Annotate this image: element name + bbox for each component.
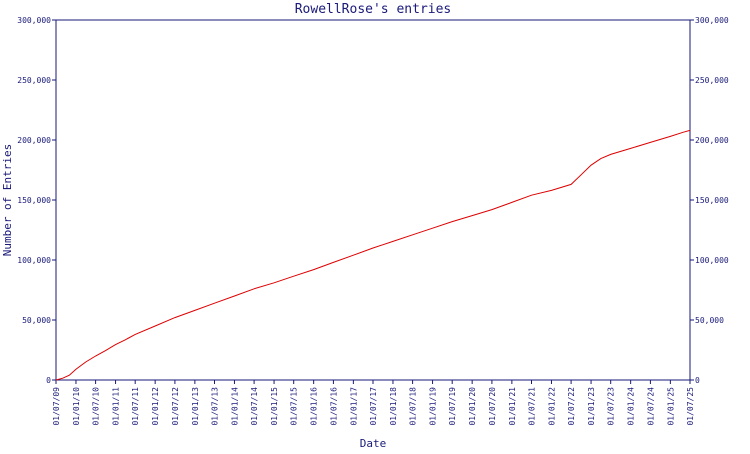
x-tick-label: 01/01/10 bbox=[72, 387, 81, 426]
x-tick-label: 01/01/22 bbox=[547, 387, 556, 426]
x-tick-label: 01/07/24 bbox=[646, 387, 655, 426]
y-tick-label-right: 100,000 bbox=[695, 256, 729, 265]
x-tick-label: 01/07/22 bbox=[567, 387, 576, 426]
x-tick-label: 01/01/16 bbox=[310, 387, 319, 426]
x-tick-label: 01/07/12 bbox=[171, 387, 180, 426]
x-tick-label: 01/01/21 bbox=[508, 387, 517, 426]
x-tick-label: 01/07/09 bbox=[52, 387, 61, 426]
y-tick-label-left: 100,000 bbox=[17, 256, 51, 265]
x-tick-label: 01/07/23 bbox=[607, 387, 616, 426]
x-tick-label: 01/07/11 bbox=[131, 387, 140, 426]
y-tick-label-left: 50,000 bbox=[22, 316, 51, 325]
y-axis-right: 0 50,000 100,000 150,000 200,000 250,000 300,0… bbox=[690, 16, 729, 385]
x-tick-label: 01/07/20 bbox=[488, 387, 497, 426]
x-tick-label: 01/07/19 bbox=[448, 387, 457, 426]
x-tick-label: 01/01/11 bbox=[112, 387, 121, 426]
x-tick-label: 01/01/25 bbox=[666, 387, 675, 426]
y-tick-label-left: 300,000 bbox=[17, 16, 51, 25]
y-axis-label: Number of Entries bbox=[1, 144, 14, 257]
x-tick-label: 01/07/14 bbox=[250, 387, 259, 426]
y-tick-label-left: 150,000 bbox=[17, 196, 51, 205]
y-tick-label-right: 150,000 bbox=[695, 196, 729, 205]
x-tick-label: 01/07/25 bbox=[686, 387, 695, 426]
x-tick-label: 01/01/17 bbox=[349, 387, 358, 426]
x-tick-label: 01/01/14 bbox=[230, 387, 239, 426]
y-tick-label-left: 0 bbox=[46, 376, 51, 385]
y-tick-label-right: 250,000 bbox=[695, 76, 729, 85]
x-tick-label: 01/07/21 bbox=[528, 387, 537, 426]
x-axis: 01/07/09 01/01/10 01/07/10 01/01/11 01/07/11… bbox=[52, 380, 695, 426]
plot-frame bbox=[55, 19, 691, 381]
x-tick-label: 01/07/18 bbox=[409, 387, 418, 426]
x-tick-label: 01/01/23 bbox=[587, 387, 596, 426]
y-tick-label-left: 250,000 bbox=[17, 76, 51, 85]
x-tick-label: 01/01/15 bbox=[270, 387, 279, 426]
x-tick-label: 01/07/17 bbox=[369, 387, 378, 426]
x-tick-label: 01/07/15 bbox=[290, 387, 299, 426]
y-tick-label-right: 300,000 bbox=[695, 16, 729, 25]
x-tick-label: 01/07/16 bbox=[329, 387, 338, 426]
x-tick-label: 01/07/13 bbox=[211, 387, 220, 426]
series-line bbox=[55, 129, 691, 381]
y-tick-label-right: 0 bbox=[695, 376, 700, 385]
y-tick-label-right: 200,000 bbox=[695, 136, 729, 145]
x-tick-label: 01/01/24 bbox=[627, 387, 636, 426]
x-tick-label: 01/01/12 bbox=[151, 387, 160, 426]
x-tick-label: 01/01/13 bbox=[191, 387, 200, 426]
x-tick-label: 01/07/10 bbox=[92, 387, 101, 426]
x-tick-label: 01/01/19 bbox=[429, 387, 438, 426]
x-tick-label: 01/01/18 bbox=[389, 387, 398, 426]
chart-title: RowellRose's entries bbox=[295, 2, 452, 17]
x-tick-label: 01/01/20 bbox=[468, 387, 477, 426]
y-tick-label-right: 50,000 bbox=[695, 316, 724, 325]
y-axis-left: 0 50,000 100,000 150,000 200,000 250,000 300,0… bbox=[17, 16, 56, 385]
x-axis-label: Date bbox=[360, 437, 387, 450]
y-tick-label-left: 200,000 bbox=[17, 136, 51, 145]
